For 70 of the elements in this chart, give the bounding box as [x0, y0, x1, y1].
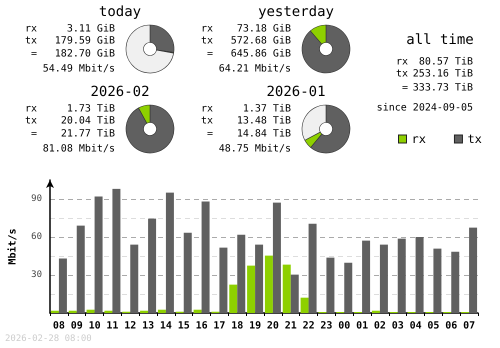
- x-tick-label: 04: [410, 320, 422, 332]
- text: rx: [396, 56, 408, 68]
- text: 13.48 TiB: [236, 116, 291, 126]
- text: 645.86 GiB: [230, 48, 291, 60]
- text: tx: [200, 116, 213, 126]
- y-tick-label: 30: [31, 270, 42, 280]
- x-tick-label: 10: [88, 320, 101, 332]
- text: 64.21 Mbit/s: [218, 64, 291, 74]
- x-tick-label: 20: [266, 320, 279, 332]
- text: 21.77 TiB: [60, 128, 115, 140]
- text: =: [30, 128, 37, 140]
- text: rx: [200, 24, 213, 34]
- x-tick-label: 22: [302, 320, 315, 332]
- text: tx: [24, 116, 37, 126]
- x-tick-label: 01: [356, 320, 368, 332]
- text: tx: [396, 68, 408, 80]
- x-tick-label: 08: [52, 320, 65, 332]
- x-tick-label: 12: [124, 320, 136, 332]
- text: 572.68 GiB: [230, 36, 291, 46]
- text: 20.04 TiB: [60, 116, 115, 126]
- x-tick-label: 18: [231, 320, 244, 332]
- x-tick-label: 17: [213, 320, 226, 332]
- text: =: [30, 48, 37, 60]
- text: 182.70 GiB: [54, 48, 115, 60]
- chart-title: today: [98, 4, 142, 20]
- text: 81.08 Mbit/s: [42, 144, 115, 154]
- x-tick-label: 15: [178, 320, 190, 332]
- x-tick-label: 06: [445, 320, 458, 332]
- x-tick-label: 13: [142, 320, 154, 332]
- text: 179.59 GiB: [54, 36, 115, 46]
- text: 14.84 TiB: [236, 128, 291, 140]
- chart-title: yesterday: [258, 4, 334, 20]
- text: 253.16 TiB: [412, 68, 473, 80]
- text: tx: [24, 36, 37, 46]
- x-tick-label: 07: [463, 320, 476, 332]
- text: 80.57 TiB: [418, 56, 473, 68]
- text: 54.49 Mbit/s: [42, 64, 115, 74]
- text: since 2024-09-05: [376, 102, 473, 114]
- text: all time: [406, 32, 474, 48]
- text: rx: [200, 104, 213, 114]
- x-tick-label: 14: [160, 320, 172, 332]
- chart-title: 2026-01: [266, 84, 326, 100]
- text: =: [206, 48, 213, 60]
- legend-label: rx: [412, 132, 426, 146]
- chart-title: 2026-02: [90, 84, 150, 100]
- legend-label: tx: [467, 132, 482, 146]
- text: 333.73 TiB: [412, 82, 473, 94]
- text: 73.18 GiB: [236, 24, 291, 34]
- text: =: [206, 128, 213, 140]
- x-tick-label: 23: [320, 320, 332, 332]
- text: 3.11 GiB: [66, 24, 115, 34]
- y-axis-title: Mbit/s: [6, 228, 18, 265]
- x-tick-label: 16: [196, 320, 208, 332]
- x-tick-label: 02: [374, 320, 386, 332]
- x-tick-label: 11: [106, 320, 118, 332]
- text: rx: [24, 24, 37, 34]
- text: 48.75 Mbit/s: [218, 144, 291, 154]
- x-tick-label: 19: [249, 320, 262, 332]
- text: tx: [200, 36, 213, 46]
- x-tick-label: 05: [427, 320, 440, 332]
- text: =: [402, 82, 408, 94]
- x-tick-label: 03: [392, 320, 404, 332]
- text: rx: [24, 104, 37, 114]
- text: 1.73 TiB: [66, 104, 115, 114]
- x-tick-label: 00: [338, 320, 350, 332]
- x-tick-label: 09: [70, 320, 83, 332]
- y-tick-label: 90: [31, 194, 42, 204]
- y-tick-label: 60: [31, 232, 42, 242]
- text: 1.37 TiB: [242, 104, 291, 114]
- x-tick-label: 21: [284, 320, 297, 332]
